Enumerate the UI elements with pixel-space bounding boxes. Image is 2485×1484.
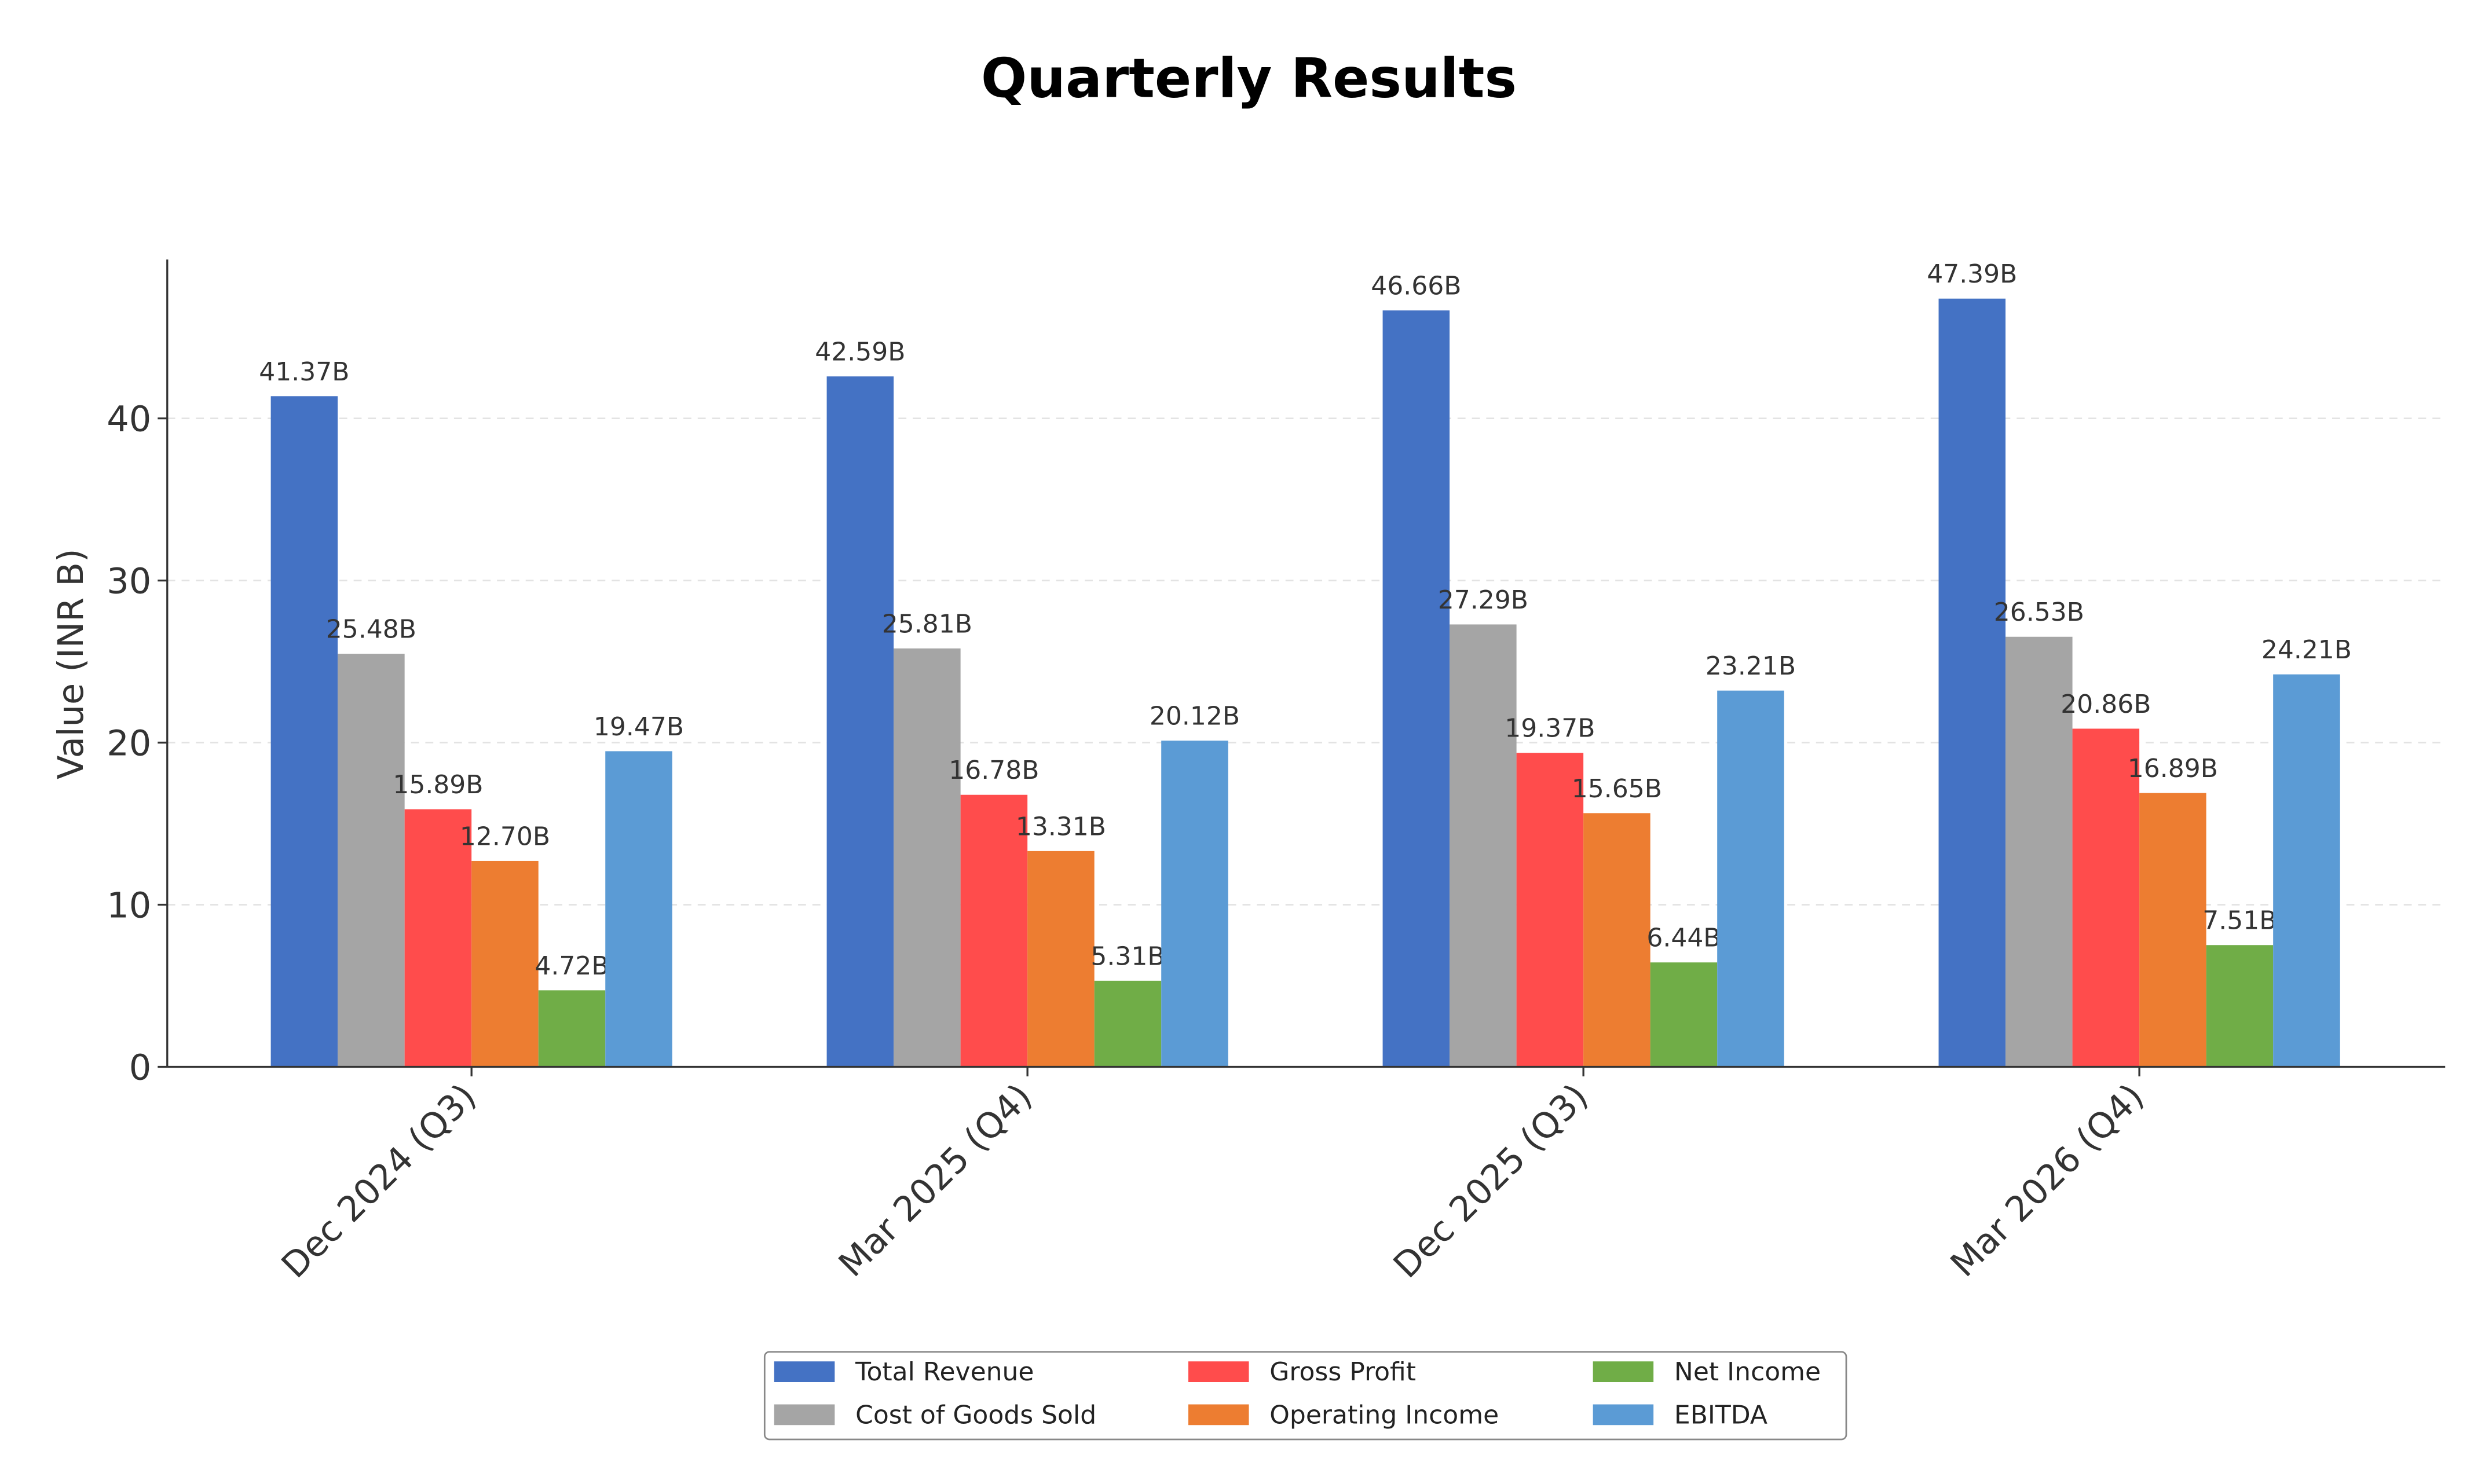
legend-label: Cost of Goods Sold: [855, 1401, 1096, 1430]
data-label: 25.48B: [326, 615, 416, 644]
legend-label: Total Revenue: [855, 1357, 1034, 1387]
bar: [270, 396, 338, 1067]
bar: [1650, 962, 1718, 1067]
data-label: 12.70B: [460, 822, 550, 851]
data-label: 26.53B: [1994, 598, 2084, 627]
data-label: 16.78B: [949, 756, 1039, 785]
bar: [2206, 945, 2274, 1067]
data-label: 42.59B: [815, 338, 905, 367]
data-label: 16.89B: [2128, 754, 2218, 783]
legend-label: EBITDA: [1674, 1401, 1767, 1430]
data-label: 41.37B: [259, 357, 349, 387]
data-label: 4.72B: [535, 951, 609, 981]
bar: [1450, 624, 1517, 1067]
bar: [1583, 813, 1650, 1067]
bar: [1516, 753, 1584, 1067]
y-tick-label: 10: [107, 886, 151, 926]
x-tick-label: Dec 2024 (Q3): [274, 1076, 484, 1287]
data-label: 25.81B: [882, 609, 972, 639]
x-tick-label: Mar 2025 (Q4): [831, 1076, 1040, 1285]
data-label: 19.47B: [594, 712, 684, 742]
legend-label: Gross Profit: [1269, 1357, 1416, 1387]
bar: [471, 860, 539, 1067]
data-label: 7.51B: [2202, 906, 2277, 936]
bar: [404, 809, 472, 1067]
data-label: 13.31B: [1016, 812, 1106, 841]
legend-swatch: [1188, 1361, 1249, 1382]
bar: [1717, 690, 1784, 1067]
bar: [605, 751, 672, 1067]
bar: [826, 376, 894, 1067]
bar: [1094, 980, 1162, 1067]
bar: [538, 990, 606, 1067]
data-label: 20.86B: [2061, 690, 2151, 719]
bar: [960, 794, 1028, 1067]
legend-swatch: [774, 1404, 835, 1426]
bar: [894, 648, 961, 1067]
bar: [338, 654, 405, 1067]
bar: [1027, 851, 1095, 1067]
y-tick-label: 20: [107, 724, 151, 764]
y-tick-label: 0: [129, 1048, 152, 1089]
data-label: 47.39B: [1927, 259, 2017, 289]
data-label: 19.37B: [1505, 714, 1595, 743]
bar: [2005, 636, 2073, 1067]
bar: [1161, 741, 1228, 1067]
legend-swatch: [774, 1361, 835, 1382]
data-label: 5.31B: [1090, 941, 1165, 971]
y-tick-label: 40: [107, 400, 151, 440]
legend-swatch: [1593, 1361, 1654, 1382]
bar: [1382, 310, 1450, 1067]
chart-title: Quarterly Results: [981, 47, 1517, 111]
data-label: 27.29B: [1438, 585, 1528, 615]
data-label: 46.66B: [1371, 272, 1461, 301]
data-label: 24.21B: [2261, 635, 2352, 665]
data-label: 15.89B: [393, 770, 483, 800]
legend-swatch: [1188, 1404, 1249, 1426]
bar: [2273, 674, 2340, 1067]
legend-box: [763, 1351, 1847, 1441]
bar: [2072, 728, 2140, 1067]
legend-swatch: [1593, 1404, 1654, 1426]
legend-label: Net Income: [1674, 1357, 1821, 1387]
x-tick-label: Dec 2025 (Q3): [1386, 1076, 1596, 1287]
bar: [2139, 793, 2206, 1067]
legend-label: Operating Income: [1269, 1401, 1499, 1430]
y-tick-label: 30: [107, 562, 151, 602]
bar: [1938, 298, 2006, 1067]
x-tick-label: Mar 2026 (Q4): [1943, 1076, 2152, 1285]
data-label: 23.21B: [1706, 651, 1796, 681]
y-axis-label: Value (INR B): [51, 549, 92, 779]
data-label: 6.44B: [1646, 924, 1721, 953]
data-label: 20.12B: [1150, 702, 1240, 731]
data-label: 15.65B: [1572, 774, 1662, 804]
